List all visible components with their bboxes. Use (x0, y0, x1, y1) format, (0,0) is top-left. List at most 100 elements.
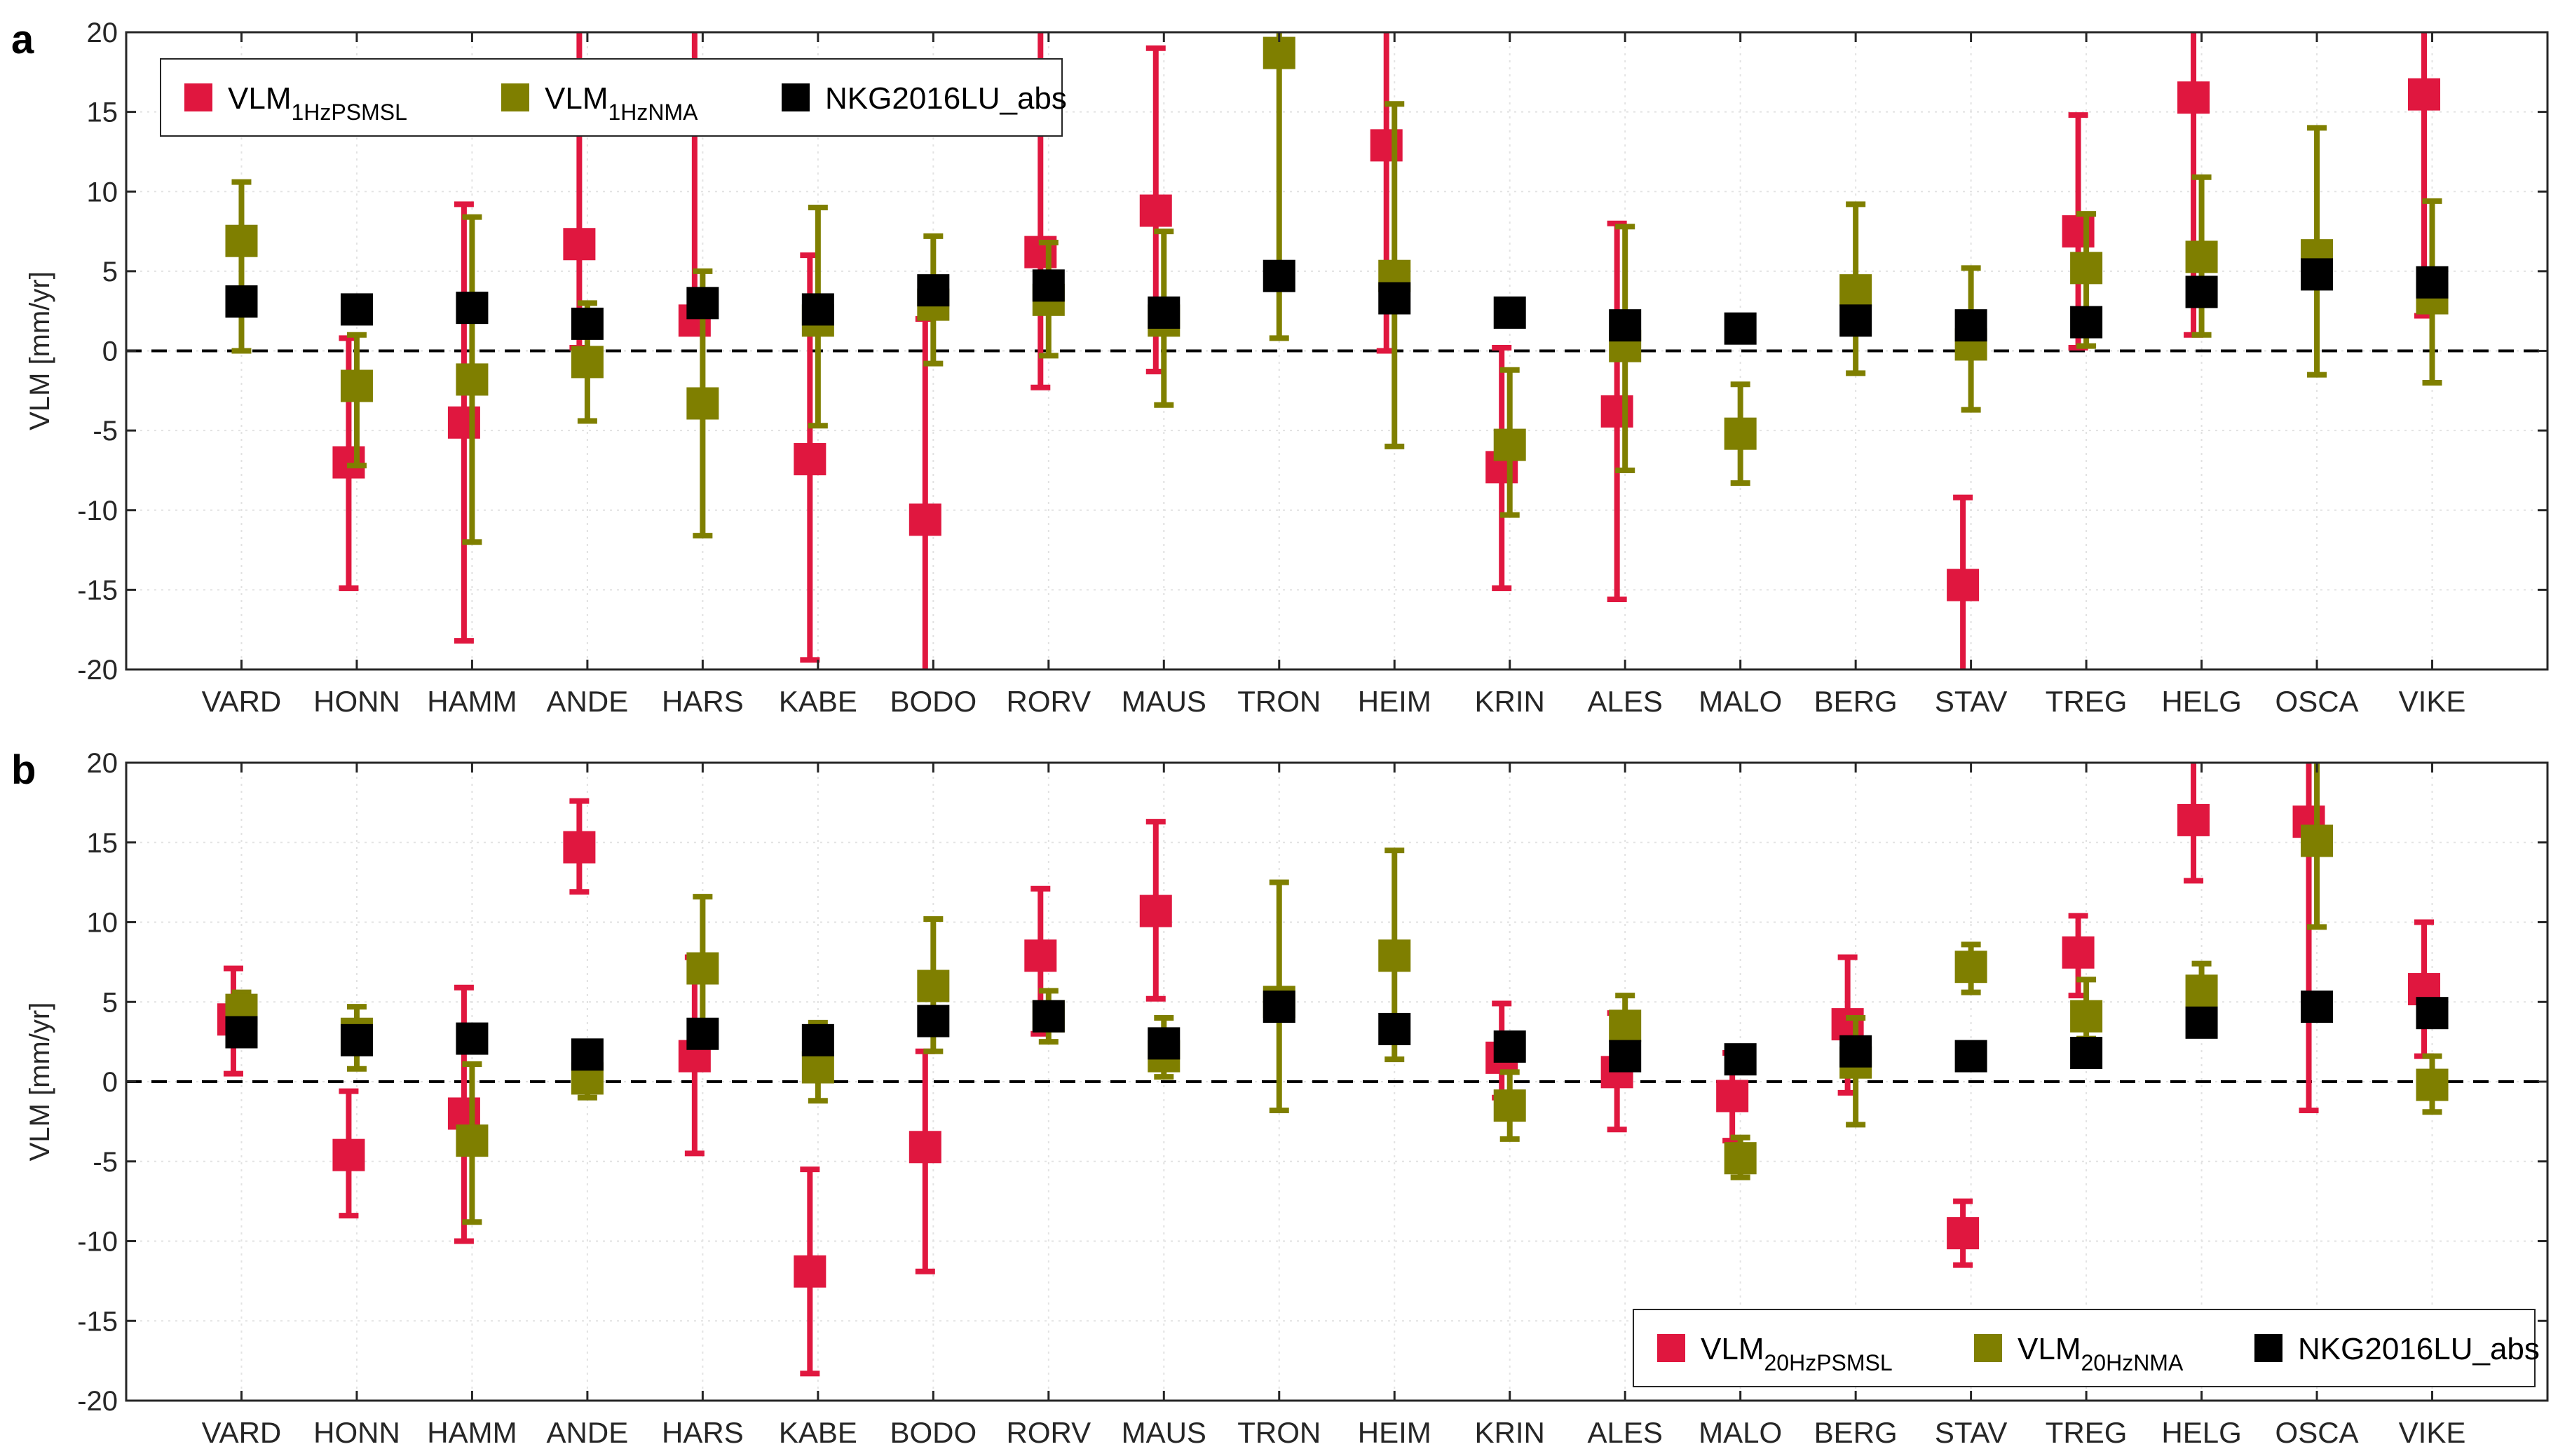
data-point (794, 1255, 826, 1288)
data-point (2070, 252, 2103, 285)
x-tick-label: ANDE (547, 685, 629, 718)
data-point (1954, 951, 1987, 984)
data-point (225, 1016, 258, 1049)
x-tick-label: OSCA (2275, 1416, 2359, 1449)
data-point (1609, 1040, 1642, 1073)
x-tick-label: MALO (1699, 685, 1782, 718)
y-tick-label: -10 (77, 496, 118, 526)
legend-label: VLM20HzNMA (2018, 1332, 2184, 1375)
legend: VLM1HzPSMSL VLM1HzNMA NKG2016LU_abs (160, 58, 1067, 137)
data-point (340, 1023, 373, 1056)
data-point (1493, 296, 1526, 329)
data-point (1493, 428, 1526, 461)
data-point (332, 446, 365, 479)
x-tick-label: ALES (1587, 1416, 1662, 1449)
data-point (1600, 395, 1633, 428)
data-point (571, 1038, 604, 1071)
data-point (686, 387, 719, 420)
legend-label-base: VLM (545, 81, 608, 116)
data-point (1716, 1080, 1749, 1113)
x-tick-label: HONN (313, 685, 400, 718)
data-point (917, 969, 950, 1002)
x-tick-label: BERG (1814, 1416, 1898, 1449)
data-point (1609, 309, 1642, 342)
x-tick-label: VARD (202, 685, 282, 718)
panel-letter: b (11, 747, 36, 793)
data-point (1724, 312, 1757, 345)
x-tick-label: STAV (1935, 1416, 2007, 1449)
y-tick-label: 10 (87, 177, 118, 207)
data-point (1493, 1089, 1526, 1122)
legend-label-base: NKG2016LU_abs (825, 81, 1067, 116)
data-point (2408, 78, 2441, 111)
y-tick-label: -10 (77, 1227, 118, 1258)
data-point (1609, 1009, 1642, 1042)
data-point (340, 369, 373, 402)
x-tick-label: RORV (1007, 685, 1091, 718)
x-tick-label: VARD (202, 1416, 282, 1449)
data-point (2185, 1006, 2218, 1039)
x-tick-label: HAMM (427, 1416, 517, 1449)
legend-swatch (782, 83, 810, 111)
data-point (332, 1138, 365, 1171)
legend-label-base: NKG2016LU_abs (2298, 1332, 2540, 1366)
legend-swatch (184, 83, 212, 111)
data-point (456, 1124, 489, 1157)
plot-area (126, 763, 2547, 1401)
legend-swatch (1974, 1334, 2002, 1362)
legend-label-subscript: 1HzNMA (608, 100, 698, 125)
legend-label: NKG2016LU_abs (825, 81, 1067, 116)
x-tick-label: HARS (662, 685, 744, 718)
data-point (563, 228, 596, 261)
data-point (1378, 1012, 1411, 1045)
data-point (801, 1051, 834, 1084)
data-point (2070, 1000, 2103, 1033)
data-point (1148, 296, 1181, 329)
y-tick-label: 20 (87, 748, 118, 779)
data-point (1724, 1142, 1757, 1175)
legend-label-base: VLM (1701, 1332, 1764, 1366)
x-tick-label: HELG (2161, 1416, 2241, 1449)
legend-label: VLM20HzPSMSL (1701, 1332, 1893, 1375)
data-point (2062, 215, 2095, 248)
series-NKG2016LU_abs (225, 991, 2449, 1076)
y-tick-label: 20 (87, 18, 118, 48)
data-point (909, 1131, 941, 1164)
data-point (917, 1005, 950, 1037)
data-point (2177, 803, 2210, 836)
x-tick-label: KRIN (1475, 1416, 1545, 1449)
x-tick-label: KRIN (1475, 685, 1545, 718)
data-point (1947, 569, 1980, 601)
data-point (1378, 939, 1411, 972)
legend-label: NKG2016LU_abs (2298, 1332, 2540, 1366)
data-point (1148, 1027, 1181, 1060)
x-tick-label: ALES (1587, 685, 1662, 718)
data-point (1954, 1040, 1987, 1073)
data-point (1724, 417, 1757, 450)
plot-area (126, 32, 2547, 669)
data-point (794, 443, 826, 476)
data-point (686, 287, 719, 320)
x-tick-label: BODO (890, 685, 977, 718)
x-tick-label: MALO (1699, 1416, 1782, 1449)
data-point (2416, 266, 2449, 299)
x-tick-label: TRON (1237, 1416, 1321, 1449)
data-point (917, 274, 950, 307)
y-tick-label: 5 (102, 987, 118, 1018)
data-point (686, 952, 719, 985)
data-point (2185, 974, 2218, 1007)
y-tick-label: 15 (87, 828, 118, 859)
legend-label-subscript: 20HzNMA (2081, 1350, 2183, 1375)
y-tick-label: 15 (87, 97, 118, 128)
legend-label-base: VLM (228, 81, 291, 116)
legend-box (160, 58, 1063, 137)
x-tick-label: TREG (2046, 685, 2128, 718)
data-point (686, 1017, 719, 1050)
data-point (1839, 1035, 1872, 1068)
y-axis-label: VLM [mm/yr] (25, 1002, 55, 1162)
x-tick-label: HEIM (1358, 1416, 1431, 1449)
x-tick-label: TREG (2046, 1416, 2128, 1449)
data-point (2301, 258, 2334, 291)
data-point (456, 292, 489, 325)
x-tick-label: BODO (890, 1416, 977, 1449)
